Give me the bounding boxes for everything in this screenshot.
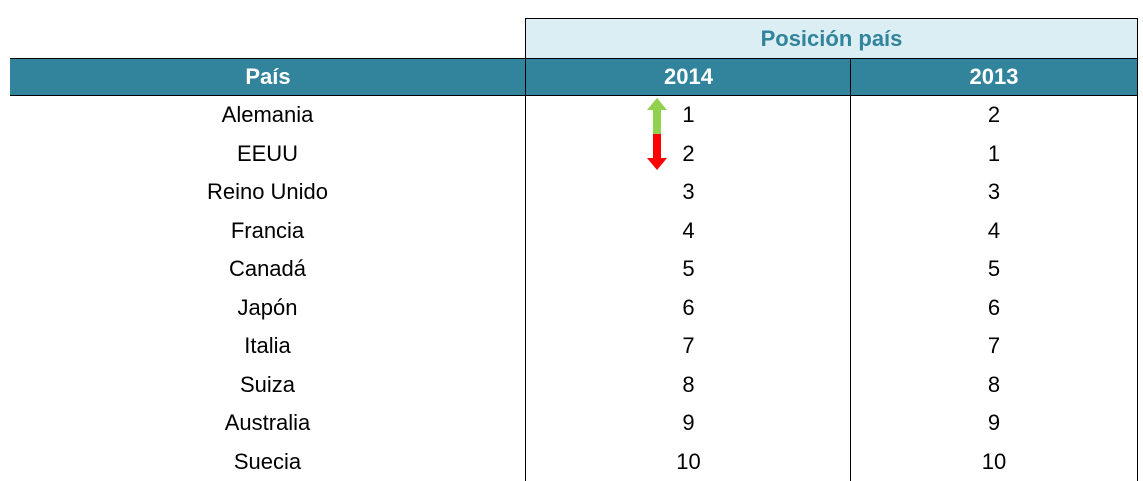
rank-cell: 7: [525, 327, 851, 366]
group-header: Posición país: [525, 18, 1138, 59]
rank-cell: 3: [850, 173, 1138, 212]
rank-cell: 10: [850, 443, 1138, 481]
country-cell: Reino Unido: [10, 173, 525, 212]
rank-cell: 8: [525, 366, 851, 405]
country-cell: Australia: [10, 404, 525, 443]
rank-cell: 4: [525, 212, 851, 251]
rank-cell: 6: [850, 289, 1138, 328]
rank-cell: 6: [525, 289, 851, 328]
country-cell: Italia: [10, 327, 525, 366]
country-cell: Suecia: [10, 443, 525, 481]
rank-cell: 3: [525, 173, 851, 212]
rank-cell: 9: [850, 404, 1138, 443]
rank-cell: 7: [850, 327, 1138, 366]
column-header: 2014: [525, 58, 851, 96]
column-header: País: [10, 58, 526, 96]
rank-cell: 1: [850, 135, 1138, 174]
rank-cell: 2: [850, 96, 1138, 135]
country-cell: Alemania: [10, 96, 525, 135]
country-cell: Japón: [10, 289, 525, 328]
country-cell: Suiza: [10, 366, 525, 405]
rank-cell: 4: [850, 212, 1138, 251]
rank-cell: 2: [525, 135, 851, 174]
rank-cell: 9: [525, 404, 851, 443]
column-header: 2013: [850, 58, 1138, 96]
country-cell: Francia: [10, 212, 525, 251]
country-cell: EEUU: [10, 135, 525, 174]
rank-cell: 8: [850, 366, 1138, 405]
rank-cell: 10: [525, 443, 851, 481]
rank-cell: 5: [525, 250, 851, 289]
rank-cell: 5: [850, 250, 1138, 289]
country-cell: Canadá: [10, 250, 525, 289]
down-arrow: [645, 134, 669, 170]
up-arrow: [645, 98, 669, 134]
rank-cell: 1: [525, 96, 851, 135]
